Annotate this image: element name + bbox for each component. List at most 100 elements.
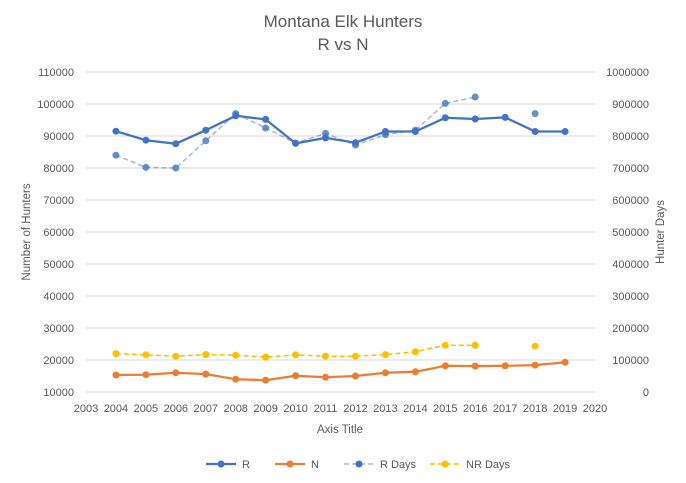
data-point (292, 351, 300, 359)
data-point (232, 375, 240, 383)
data-point (202, 126, 210, 134)
data-point (202, 370, 210, 378)
y2-tick-label: 600000 (612, 195, 649, 207)
y-tick-label: 20000 (43, 355, 74, 367)
y-tick-label: 100000 (37, 99, 74, 111)
data-point (112, 371, 120, 379)
legend-item: R (206, 459, 250, 471)
data-point (292, 139, 300, 147)
data-point (381, 351, 389, 359)
series-group (112, 93, 569, 384)
x-tick-label: 2003 (74, 403, 98, 415)
series-r (112, 112, 569, 148)
y2-tick-label: 800000 (612, 131, 649, 143)
y2-tick-label: 900000 (612, 99, 649, 111)
data-point (112, 151, 120, 159)
data-point (441, 99, 449, 107)
data-point (531, 361, 539, 369)
data-point (471, 115, 479, 123)
data-point (142, 351, 150, 359)
data-point (441, 114, 449, 122)
data-point (262, 124, 270, 132)
data-point (292, 372, 300, 380)
data-point (441, 362, 449, 370)
chart-subtitle: R vs N (318, 35, 369, 54)
data-point (112, 350, 120, 358)
y-tick-label: 30000 (43, 323, 74, 335)
data-point (142, 163, 150, 171)
x-tick-label: 2006 (164, 403, 188, 415)
legend-label: NR Days (466, 459, 511, 471)
legend-item: NR Days (430, 459, 511, 471)
y-tick-label: 90000 (43, 131, 74, 143)
x-tick-label: 2010 (283, 403, 307, 415)
x-tick-label: 2009 (253, 403, 277, 415)
y-axis-right-ticks: 0 100000 200000 300000 400000 500000 600000 700… (606, 67, 649, 399)
data-point (142, 136, 150, 144)
gridlines (86, 71, 595, 393)
legend-swatch-marker (286, 460, 294, 468)
data-point (471, 93, 479, 101)
data-point (172, 369, 180, 377)
legend-label: R (242, 459, 250, 471)
y2-tick-label: 0 (643, 387, 649, 399)
series-r-days (112, 93, 539, 172)
x-tick-label: 2005 (134, 403, 158, 415)
data-point (352, 372, 359, 380)
data-point (531, 110, 539, 118)
data-point (411, 126, 419, 134)
legend-label: R Days (380, 459, 417, 471)
data-point (501, 113, 509, 121)
y2-tick-label: 200000 (612, 323, 649, 335)
x-tick-label: 2012 (343, 403, 367, 415)
data-point (381, 131, 389, 139)
data-point (262, 353, 270, 361)
x-tick-label: 2004 (104, 403, 128, 415)
data-point (531, 128, 539, 135)
data-point (112, 127, 120, 135)
y2-tick-label: 700000 (612, 163, 649, 175)
y-tick-label: 40000 (43, 291, 74, 303)
data-point (232, 351, 240, 359)
y2-tick-label: 100000 (612, 355, 649, 367)
series-line (115, 361, 566, 382)
data-point (352, 352, 359, 360)
data-point (142, 371, 150, 379)
data-point (172, 164, 180, 172)
x-tick-label: 2011 (314, 403, 338, 415)
y-tick-label: 60000 (43, 227, 74, 239)
x-tick-label: 2015 (433, 403, 457, 415)
data-point (561, 358, 569, 366)
data-point (172, 352, 180, 360)
data-point (352, 141, 359, 149)
data-point (322, 352, 329, 360)
data-point (501, 362, 509, 370)
x-tick-label: 2007 (194, 403, 218, 415)
data-point (322, 129, 329, 137)
data-point (262, 115, 270, 123)
data-point (531, 342, 539, 350)
x-tick-label: 2020 (583, 403, 607, 415)
y-tick-label: 70000 (43, 195, 74, 207)
x-tick-label: 2014 (403, 403, 427, 415)
series-n (112, 358, 569, 384)
legend-swatch-marker (355, 460, 363, 468)
legend-item: R Days (344, 459, 417, 471)
y-axis-label: Number of Hunters (21, 183, 33, 280)
data-point (381, 369, 389, 377)
data-point (471, 362, 479, 370)
series-nr-days (112, 341, 539, 361)
data-point (262, 376, 270, 384)
x-tick-label: 2008 (223, 403, 247, 415)
data-point (561, 128, 569, 135)
y-axis-left-ticks: 10000 20000 30000 40000 50000 60000 70000 80000… (37, 67, 74, 399)
data-point (441, 341, 449, 349)
x-axis-ticks: 2003 2004 2005 2006 2007 2008 2009 2010 2011 2012… (74, 403, 607, 415)
series-line (115, 96, 476, 169)
x-tick-label: 2017 (493, 403, 517, 415)
x-tick-label: 2016 (463, 403, 487, 415)
series-line (115, 114, 566, 145)
y2-tick-label: 300000 (612, 291, 649, 303)
legend-item: N (275, 459, 319, 471)
